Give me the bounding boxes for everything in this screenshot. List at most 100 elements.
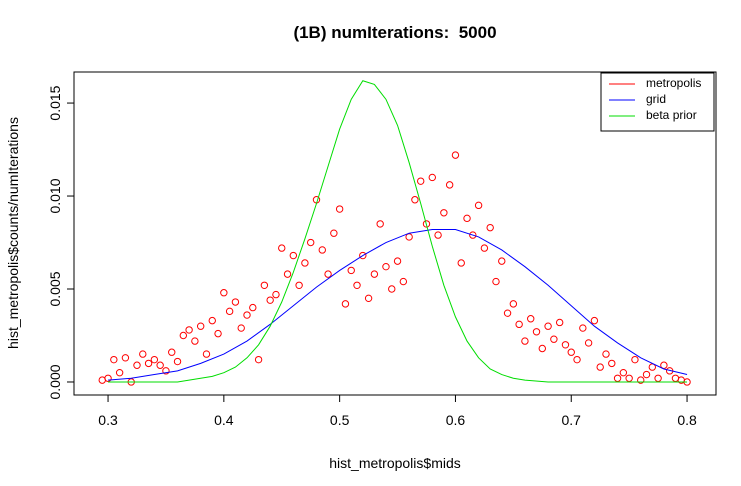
data-point [544, 322, 552, 330]
y-tick-label: 0.010 [47, 178, 63, 213]
data-point [272, 290, 280, 299]
data-point [121, 354, 130, 362]
data-point [254, 355, 263, 364]
data-point [283, 270, 292, 278]
data-point [289, 251, 298, 260]
data-point [301, 259, 309, 267]
data-point [225, 307, 234, 316]
data-point [451, 151, 460, 159]
data-point [486, 223, 494, 232]
data-point [498, 257, 506, 265]
data-point [376, 220, 384, 228]
data-point [573, 355, 581, 364]
data-point [555, 318, 564, 327]
legend-label: grid [646, 92, 666, 106]
data-point [469, 231, 477, 239]
x-axis-label: hist_metropolis$mids [329, 455, 461, 471]
x-tick-label: 0.6 [446, 412, 466, 428]
chart-title: (1B) numIterations: 5000 [293, 23, 496, 42]
data-point [428, 173, 436, 182]
x-tick-label: 0.5 [330, 412, 350, 428]
data-point [156, 361, 164, 369]
data-point [208, 316, 216, 325]
data-point [179, 331, 188, 340]
data-point [567, 348, 575, 356]
data-point [173, 357, 182, 366]
y-axis-label: hist_metropolis$counts/numIterations [5, 117, 21, 349]
data-point [515, 320, 523, 329]
y-tick-label: 0.000 [47, 364, 63, 399]
data-point [492, 277, 500, 286]
data-point [422, 220, 431, 228]
data-point [584, 339, 593, 347]
data-point [330, 229, 338, 237]
legend-box [600, 72, 715, 132]
data-point [538, 344, 546, 353]
legend-label: metropolis [646, 76, 701, 90]
data-point [196, 322, 205, 330]
data-point [335, 205, 344, 213]
data-point [278, 244, 286, 252]
data-point [364, 294, 373, 303]
data-point [613, 374, 622, 382]
data-point [306, 238, 315, 247]
data-point [324, 270, 332, 278]
data-point [642, 370, 651, 379]
data-point [370, 270, 379, 278]
data-point [440, 209, 448, 217]
line [108, 80, 688, 383]
data-point [411, 196, 419, 204]
x-tick-label: 0.8 [677, 412, 697, 428]
x-tick-label: 0.4 [214, 412, 234, 428]
data-point [596, 363, 604, 371]
data-point [220, 289, 228, 297]
data-point [417, 177, 425, 185]
data-point [110, 355, 118, 364]
data-point [579, 324, 587, 332]
data-point [590, 316, 599, 325]
data-point [168, 348, 176, 356]
data-point [139, 350, 147, 358]
data-point [474, 201, 483, 210]
data-point [393, 257, 402, 265]
data-point [434, 231, 442, 239]
data-point [532, 328, 541, 336]
data-point [202, 350, 211, 358]
data-point [625, 374, 633, 382]
data-point [602, 350, 610, 358]
data-point [619, 368, 628, 377]
data-point [104, 374, 112, 382]
data-point [608, 359, 616, 368]
data-point [133, 361, 141, 369]
x-tick-label: 0.3 [98, 412, 118, 428]
data-point [631, 355, 639, 364]
data-point [162, 367, 170, 375]
data-point [561, 341, 570, 349]
data-point [353, 281, 361, 289]
y-tick-label: 0.005 [47, 271, 63, 306]
data-point [249, 303, 257, 312]
data-point [445, 181, 454, 189]
data-point [347, 266, 355, 275]
data-point [266, 296, 274, 304]
data-point [237, 324, 245, 332]
data-point [295, 281, 303, 289]
data-point [260, 281, 269, 289]
data-point [521, 337, 529, 345]
data-point [637, 376, 645, 384]
data-point [150, 355, 159, 364]
data-point [480, 244, 489, 252]
data-point [509, 300, 518, 308]
data-point [550, 335, 558, 343]
data-point [243, 311, 251, 319]
data-point [185, 326, 193, 334]
data-point [457, 259, 465, 267]
data-point [359, 251, 367, 260]
data-point [388, 285, 396, 293]
data-point [527, 315, 535, 323]
data-point [399, 277, 408, 286]
legend-label: beta prior [646, 108, 697, 122]
x-tick-label: 0.7 [562, 412, 582, 428]
data-point [654, 374, 662, 382]
